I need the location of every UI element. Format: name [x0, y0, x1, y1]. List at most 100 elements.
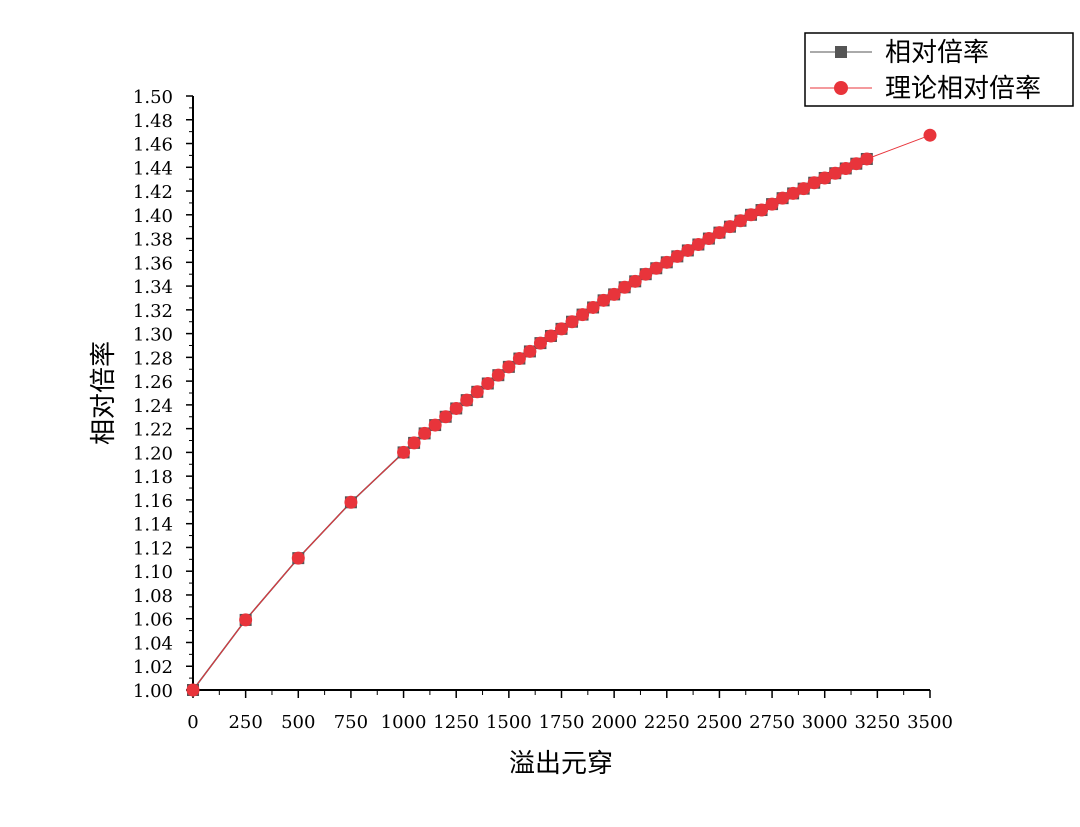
data-point-circle	[344, 495, 358, 509]
y-tick-label: 1.30	[133, 325, 173, 346]
data-point-circle	[649, 261, 663, 275]
y-tick-label: 1.50	[133, 87, 173, 108]
data-point-circle	[670, 249, 684, 263]
x-tick-label: 3250	[854, 712, 900, 733]
data-point-circle	[239, 613, 253, 627]
data-point-circle	[533, 336, 547, 350]
y-tick-label: 1.18	[133, 467, 173, 488]
data-point-circle	[786, 186, 800, 200]
y-tick-label: 1.10	[133, 562, 173, 583]
y-tick-label: 1.32	[133, 301, 173, 322]
y-tick-label: 1.20	[133, 443, 173, 464]
y-tick-label: 1.06	[133, 610, 173, 631]
data-point-circle	[397, 445, 411, 459]
y-tick-label: 1.02	[133, 657, 173, 678]
y-axis-title: 相对倍率	[89, 341, 119, 445]
x-tick-label: 2000	[591, 712, 637, 733]
data-point-circle	[839, 161, 853, 175]
data-point-circle	[860, 152, 874, 166]
legend-label-0: 相对倍率	[885, 38, 989, 68]
data-point-circle	[407, 436, 421, 450]
data-point-circle	[723, 220, 737, 234]
data-point-circle	[828, 166, 842, 180]
data-point-circle	[733, 214, 747, 228]
data-point-circle	[628, 274, 642, 288]
legend: 相对倍率 理论相对倍率	[804, 32, 1074, 107]
x-tick-label: 1750	[539, 712, 585, 733]
data-point-circle	[428, 418, 442, 432]
data-point-circle	[481, 376, 495, 390]
y-tick-label: 1.42	[133, 182, 173, 203]
data-point-circle	[502, 360, 516, 374]
data-point-circle	[512, 352, 526, 366]
x-axis-title: 溢出元穿	[509, 749, 613, 779]
y-tick-label: 1.34	[133, 277, 173, 298]
data-point-circle	[544, 329, 558, 343]
y-tick-label: 1.44	[133, 158, 173, 179]
x-tick-label: 0	[187, 712, 198, 733]
data-point-circle	[439, 410, 453, 424]
y-tick-label: 1.14	[133, 515, 173, 536]
y-tick-label: 1.16	[133, 491, 173, 512]
data-point-circle	[523, 344, 537, 358]
data-point-circle	[449, 401, 463, 415]
data-point-circle	[765, 197, 779, 211]
data-point-circle	[460, 393, 474, 407]
data-point-circle	[755, 203, 769, 217]
x-tick-label: 1250	[433, 712, 479, 733]
data-point-circle	[691, 238, 705, 251]
data-point-circle	[418, 426, 432, 440]
data-point-circle	[491, 368, 505, 382]
data-point-circle	[576, 308, 590, 322]
series-line-0	[192, 158, 868, 691]
data-point-circle	[807, 176, 821, 190]
data-point-circle	[618, 280, 632, 294]
y-tick-label: 1.28	[133, 348, 173, 369]
data-point-circle	[470, 385, 484, 399]
x-tick-label: 1500	[486, 712, 532, 733]
x-tick-label: 750	[334, 712, 368, 733]
x-tick-label: 3500	[907, 712, 953, 733]
y-tick-label: 1.08	[133, 586, 173, 607]
y-tick-label: 1.38	[133, 230, 173, 251]
x-tick-label: 3000	[802, 712, 848, 733]
data-point-circle	[849, 157, 863, 171]
x-tick-label: 1000	[381, 712, 427, 733]
x-tick-label: 250	[228, 712, 262, 733]
data-point-circle	[744, 208, 758, 222]
x-ticks: 0 250 500 750 1000 1250 1500 1750 2000 2250 2500 27…	[187, 690, 953, 733]
y-tick-label: 1.26	[133, 372, 173, 393]
x-tick-label: 2500	[697, 712, 743, 733]
data-point-circle	[586, 300, 600, 314]
legend-marker-square	[835, 46, 847, 58]
data-point-circle	[923, 128, 937, 142]
y-tick-label: 1.12	[133, 538, 173, 559]
x-tick-label: 2250	[644, 712, 690, 733]
data-point-circle	[639, 267, 653, 281]
data-point-circle	[565, 315, 579, 329]
y-tick-label: 1.36	[133, 253, 173, 274]
data-point-circle	[797, 182, 811, 196]
data-point-circle	[681, 243, 695, 257]
y-tick-label: 1.22	[133, 420, 173, 441]
data-point-circle	[776, 191, 790, 205]
y-tick-label: 1.40	[133, 206, 173, 227]
series-layer	[186, 128, 937, 697]
y-tick-label: 1.00	[133, 681, 173, 702]
data-point-circle	[818, 171, 832, 185]
data-point-circle	[555, 322, 568, 336]
data-point-circle	[660, 255, 674, 269]
y-tick-label: 1.24	[133, 396, 173, 417]
data-point-circle	[607, 287, 621, 301]
data-point-circle	[702, 232, 716, 246]
legend-box	[804, 32, 1074, 107]
legend-label-1: 理论相对倍率	[885, 74, 1041, 104]
x-tick-label: 2750	[749, 712, 795, 733]
y-tick-label: 1.46	[133, 135, 173, 156]
x-tick-label: 500	[281, 712, 315, 733]
data-point-circle	[186, 683, 200, 697]
y-ticks: 1.00 1.02 1.041.06 1.08 1.10 1.121.14 1.16 1.18…	[133, 87, 193, 702]
data-point-circle	[291, 551, 305, 565]
data-point-circle	[597, 293, 611, 307]
